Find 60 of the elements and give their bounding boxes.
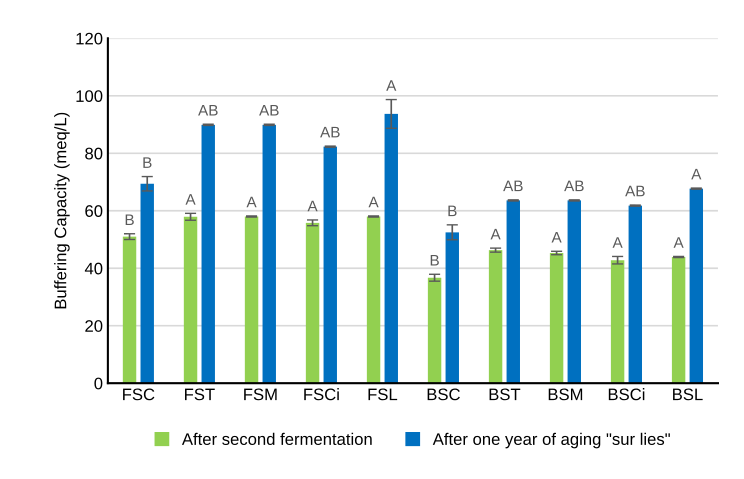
x-tick-label: BSL (673, 388, 703, 400)
x-tick-label: FSM (244, 388, 277, 400)
annotation: A (674, 237, 684, 248)
bar (202, 124, 215, 384)
annotation: AB (320, 126, 340, 138)
y-tick-label: 120 (76, 32, 102, 45)
y-tick-label: 60 (85, 205, 102, 217)
annotation: B (430, 255, 439, 266)
bar (610, 260, 624, 384)
x-tick-label: FSL (368, 388, 398, 400)
annotation: AB (503, 180, 523, 192)
legend-label: After second fermentation (182, 432, 372, 446)
bar (568, 200, 581, 384)
bar (122, 236, 136, 384)
y-axis-title: Buffering Capacity (meq/L) (54, 112, 70, 308)
y-tick-label: 40 (84, 262, 102, 274)
x-tick-label: BSCi (608, 388, 644, 400)
bar (140, 184, 154, 384)
bar (306, 222, 320, 384)
bar (488, 250, 502, 384)
bar (446, 232, 459, 384)
annotation: B (448, 206, 457, 216)
y-tick-label: 100 (76, 90, 102, 102)
x-tick-label: BSC (428, 388, 460, 400)
bar (244, 216, 258, 384)
annotation: A (552, 232, 562, 243)
x-tick-label: BST (490, 388, 520, 400)
x-tick-label: FSC (123, 388, 154, 400)
bar (262, 124, 276, 384)
annotation: AB (259, 105, 279, 116)
annotation: AB (198, 105, 218, 116)
bar (184, 216, 198, 384)
x-tick-label: FST (185, 388, 215, 400)
bar (690, 188, 704, 384)
bar (428, 278, 442, 384)
bar (550, 253, 564, 384)
annotation: A (612, 237, 623, 248)
y-tick-label: 20 (85, 320, 102, 332)
y-tick-label: 80 (85, 148, 102, 160)
annotation: A (307, 200, 318, 212)
y-tick-label: 0 (94, 378, 102, 390)
legend-label: After one year of aging "sur lies" (432, 432, 670, 448)
annotation: A (185, 194, 196, 205)
x-tick-label: FSCi (304, 388, 339, 400)
bar (384, 114, 398, 384)
annotation: B (143, 157, 152, 168)
annotation: A (246, 196, 257, 208)
bar (366, 216, 380, 384)
annotation: AB (564, 180, 584, 192)
annotation: A (691, 168, 702, 180)
annotation: A (368, 196, 379, 208)
annotation: A (386, 80, 396, 91)
bar (672, 257, 686, 384)
annotation: A (490, 228, 501, 240)
x-tick-label: BSM (548, 388, 582, 400)
annotation: AB (625, 186, 645, 196)
bar (324, 146, 337, 384)
annotation: B (126, 214, 134, 226)
bar (506, 200, 520, 384)
bar (628, 206, 642, 384)
